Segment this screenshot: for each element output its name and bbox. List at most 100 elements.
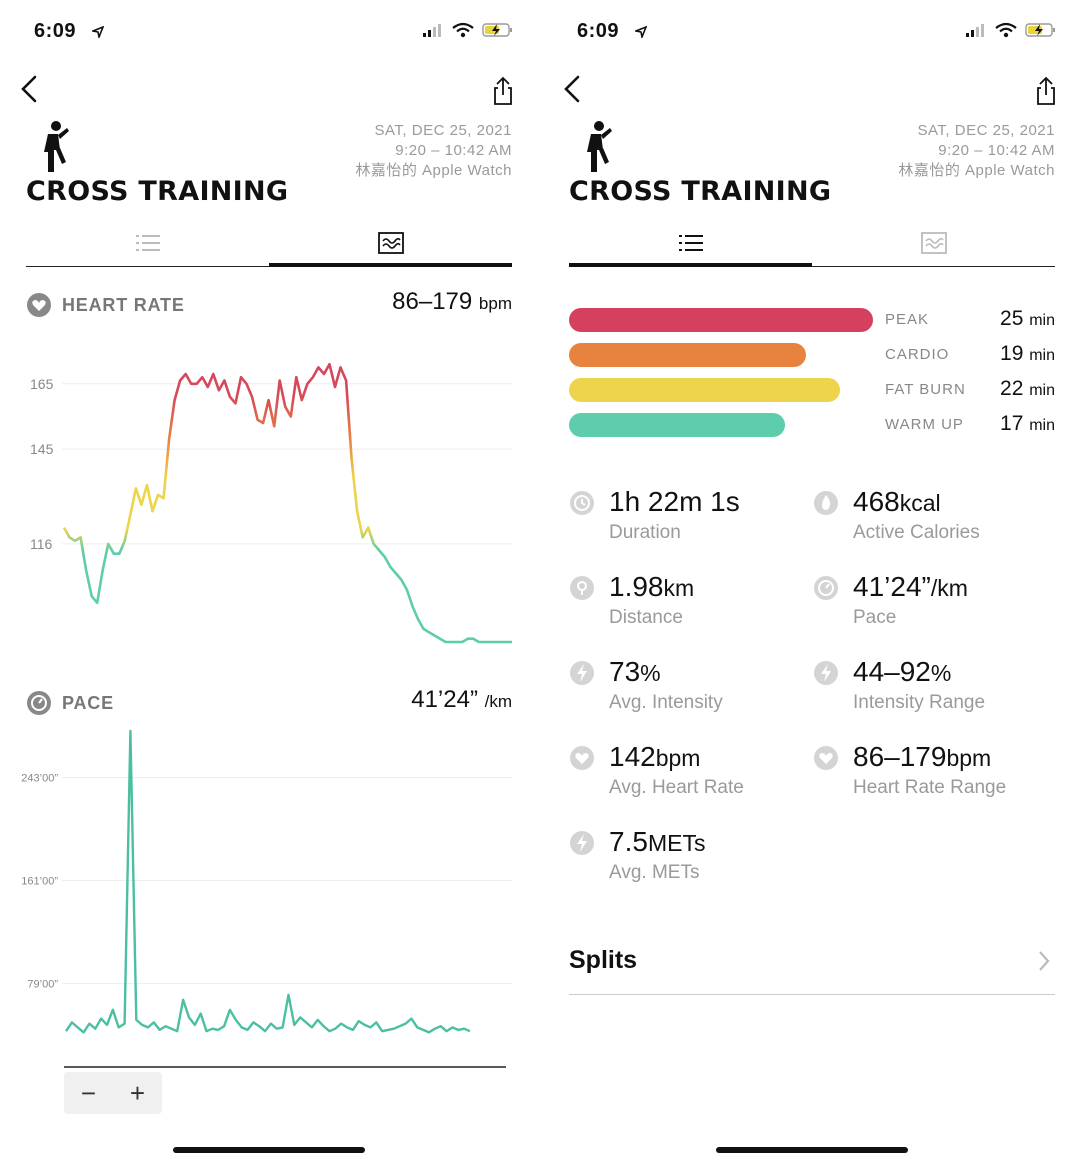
zone-time: 17 min xyxy=(1000,412,1055,436)
zoom-in-button[interactable]: + xyxy=(129,1077,146,1108)
stat-value: 86–179bpm xyxy=(853,741,991,773)
stat-number: 86–179 xyxy=(853,741,947,772)
stat-label: Avg. METs xyxy=(609,862,700,883)
back-chevron-icon[interactable] xyxy=(18,74,40,104)
zone-time-value: 19 xyxy=(1000,342,1024,365)
pace-unit: /km xyxy=(484,692,512,711)
stat-number: 41’24” xyxy=(853,571,931,602)
stat-value: 142bpm xyxy=(609,741,700,773)
tab-summary[interactable] xyxy=(569,222,812,267)
stat-unit: % xyxy=(640,660,661,686)
location-arrow-icon xyxy=(92,26,104,38)
stat-unit: /km xyxy=(930,575,968,601)
stat-unit: % xyxy=(930,660,952,686)
stat-value: 7.5METs xyxy=(609,826,705,858)
stat-number: 468 xyxy=(853,486,900,517)
stat-value: 44–92% xyxy=(853,656,951,688)
zone-label: CARDIO xyxy=(885,346,950,363)
zone-label: PEAK xyxy=(885,311,930,328)
heart-rate-range: 86–179 bpm xyxy=(392,288,512,316)
battery-charging-icon xyxy=(482,23,512,37)
pace-tick-label: 161’00” xyxy=(21,875,58,887)
stat-unit: kcal xyxy=(899,490,941,516)
zone-time-unit: min xyxy=(1029,417,1055,434)
list-icon xyxy=(135,235,160,251)
pace-chart[interactable]: 243’00” 161’00” 79’00” xyxy=(0,725,540,1070)
clock-icon xyxy=(570,491,594,515)
stat-number: 73 xyxy=(609,656,641,687)
zone-time-unit: min xyxy=(1029,382,1055,399)
stat-number: 1h 22m 1s xyxy=(609,486,740,517)
hr-tick-label: 116 xyxy=(30,536,53,552)
workout-time-range: 9:20 – 10:42 AM xyxy=(938,142,1055,159)
wifi-icon xyxy=(995,22,1017,38)
workout-title: CROSS TRAINING xyxy=(569,176,832,207)
flame-icon xyxy=(814,491,838,515)
stat-number: 7.5 xyxy=(609,826,648,857)
zone-time-value: 17 xyxy=(1000,412,1024,435)
chart-icon xyxy=(377,232,404,254)
share-icon[interactable] xyxy=(1035,76,1057,106)
stat-label: Heart Rate Range xyxy=(853,777,1007,798)
home-indicator[interactable] xyxy=(716,1147,908,1153)
heart-icon xyxy=(27,293,51,317)
list-icon xyxy=(678,235,703,251)
bolt-icon xyxy=(570,831,594,855)
stat-label: Active Calories xyxy=(853,522,980,543)
heart-rate-chart[interactable]: 165 145 116 xyxy=(0,330,540,660)
stat-value: 468kcal xyxy=(853,486,941,518)
cross-training-figure-icon xyxy=(44,121,69,172)
pace-value: 41’24” xyxy=(411,686,478,713)
stat-value: 1h 22m 1s xyxy=(609,486,740,518)
status-time: 6:09 xyxy=(34,20,77,42)
zoom-out-button[interactable]: − xyxy=(80,1077,97,1108)
splits-label: Splits xyxy=(569,946,638,974)
stat-number: 1.98 xyxy=(609,571,664,602)
stat-unit: bpm xyxy=(946,745,992,771)
stat-unit: km xyxy=(663,575,695,601)
location-arrow-icon xyxy=(635,26,647,38)
signal-icon xyxy=(423,24,441,37)
heart-rate-series-line xyxy=(62,362,512,644)
stat-value: 73% xyxy=(609,656,661,688)
tab-charts[interactable] xyxy=(812,222,1055,264)
zone-time: 22 min xyxy=(1000,377,1055,401)
zone-bar xyxy=(569,413,785,437)
bolt-icon xyxy=(570,661,594,685)
stat-label: Distance xyxy=(609,607,683,628)
stat-value: 1.98km xyxy=(609,571,694,603)
tab-summary[interactable] xyxy=(26,222,269,264)
battery-charging-icon xyxy=(1025,23,1055,37)
zone-bar xyxy=(569,308,873,332)
zone-time: 19 min xyxy=(1000,342,1055,366)
splits-row[interactable]: Splits xyxy=(569,940,1055,995)
view-tabs xyxy=(569,222,1055,267)
stat-value: 41’24”/km xyxy=(853,571,968,603)
stat-unit: METs xyxy=(647,830,706,856)
stat-label: Pace xyxy=(853,607,897,628)
hr-tick-label: 165 xyxy=(30,376,54,392)
workout-device: 林嘉怡的 Apple Watch xyxy=(898,162,1055,179)
zone-time: 25 min xyxy=(1000,307,1055,331)
home-indicator[interactable] xyxy=(173,1147,365,1153)
cross-training-figure-icon xyxy=(587,121,612,172)
back-chevron-icon[interactable] xyxy=(561,74,583,104)
signal-icon xyxy=(966,24,984,37)
heart-rate-section-label: HEART RATE xyxy=(26,292,185,318)
heart-rate-range-value: 86–179 xyxy=(392,288,473,315)
zone-time-value: 22 xyxy=(1000,377,1024,400)
zoom-control: − + xyxy=(64,1072,162,1114)
zone-bar xyxy=(569,343,807,367)
zone-time-value: 25 xyxy=(1000,307,1024,330)
tab-charts[interactable] xyxy=(269,222,512,267)
view-tabs xyxy=(26,222,512,267)
pace-tick-label: 243’00” xyxy=(21,772,58,784)
stat-unit: bpm xyxy=(655,745,701,771)
chart-icon xyxy=(920,232,947,254)
chevron-right-icon xyxy=(1039,951,1050,971)
share-icon[interactable] xyxy=(492,76,514,106)
heart-icon xyxy=(814,746,838,770)
zone-label: FAT BURN xyxy=(885,381,966,398)
pace-value-display: 41’24” /km xyxy=(411,686,512,714)
workout-date: SAT, DEC 25, 2021 xyxy=(917,122,1055,139)
